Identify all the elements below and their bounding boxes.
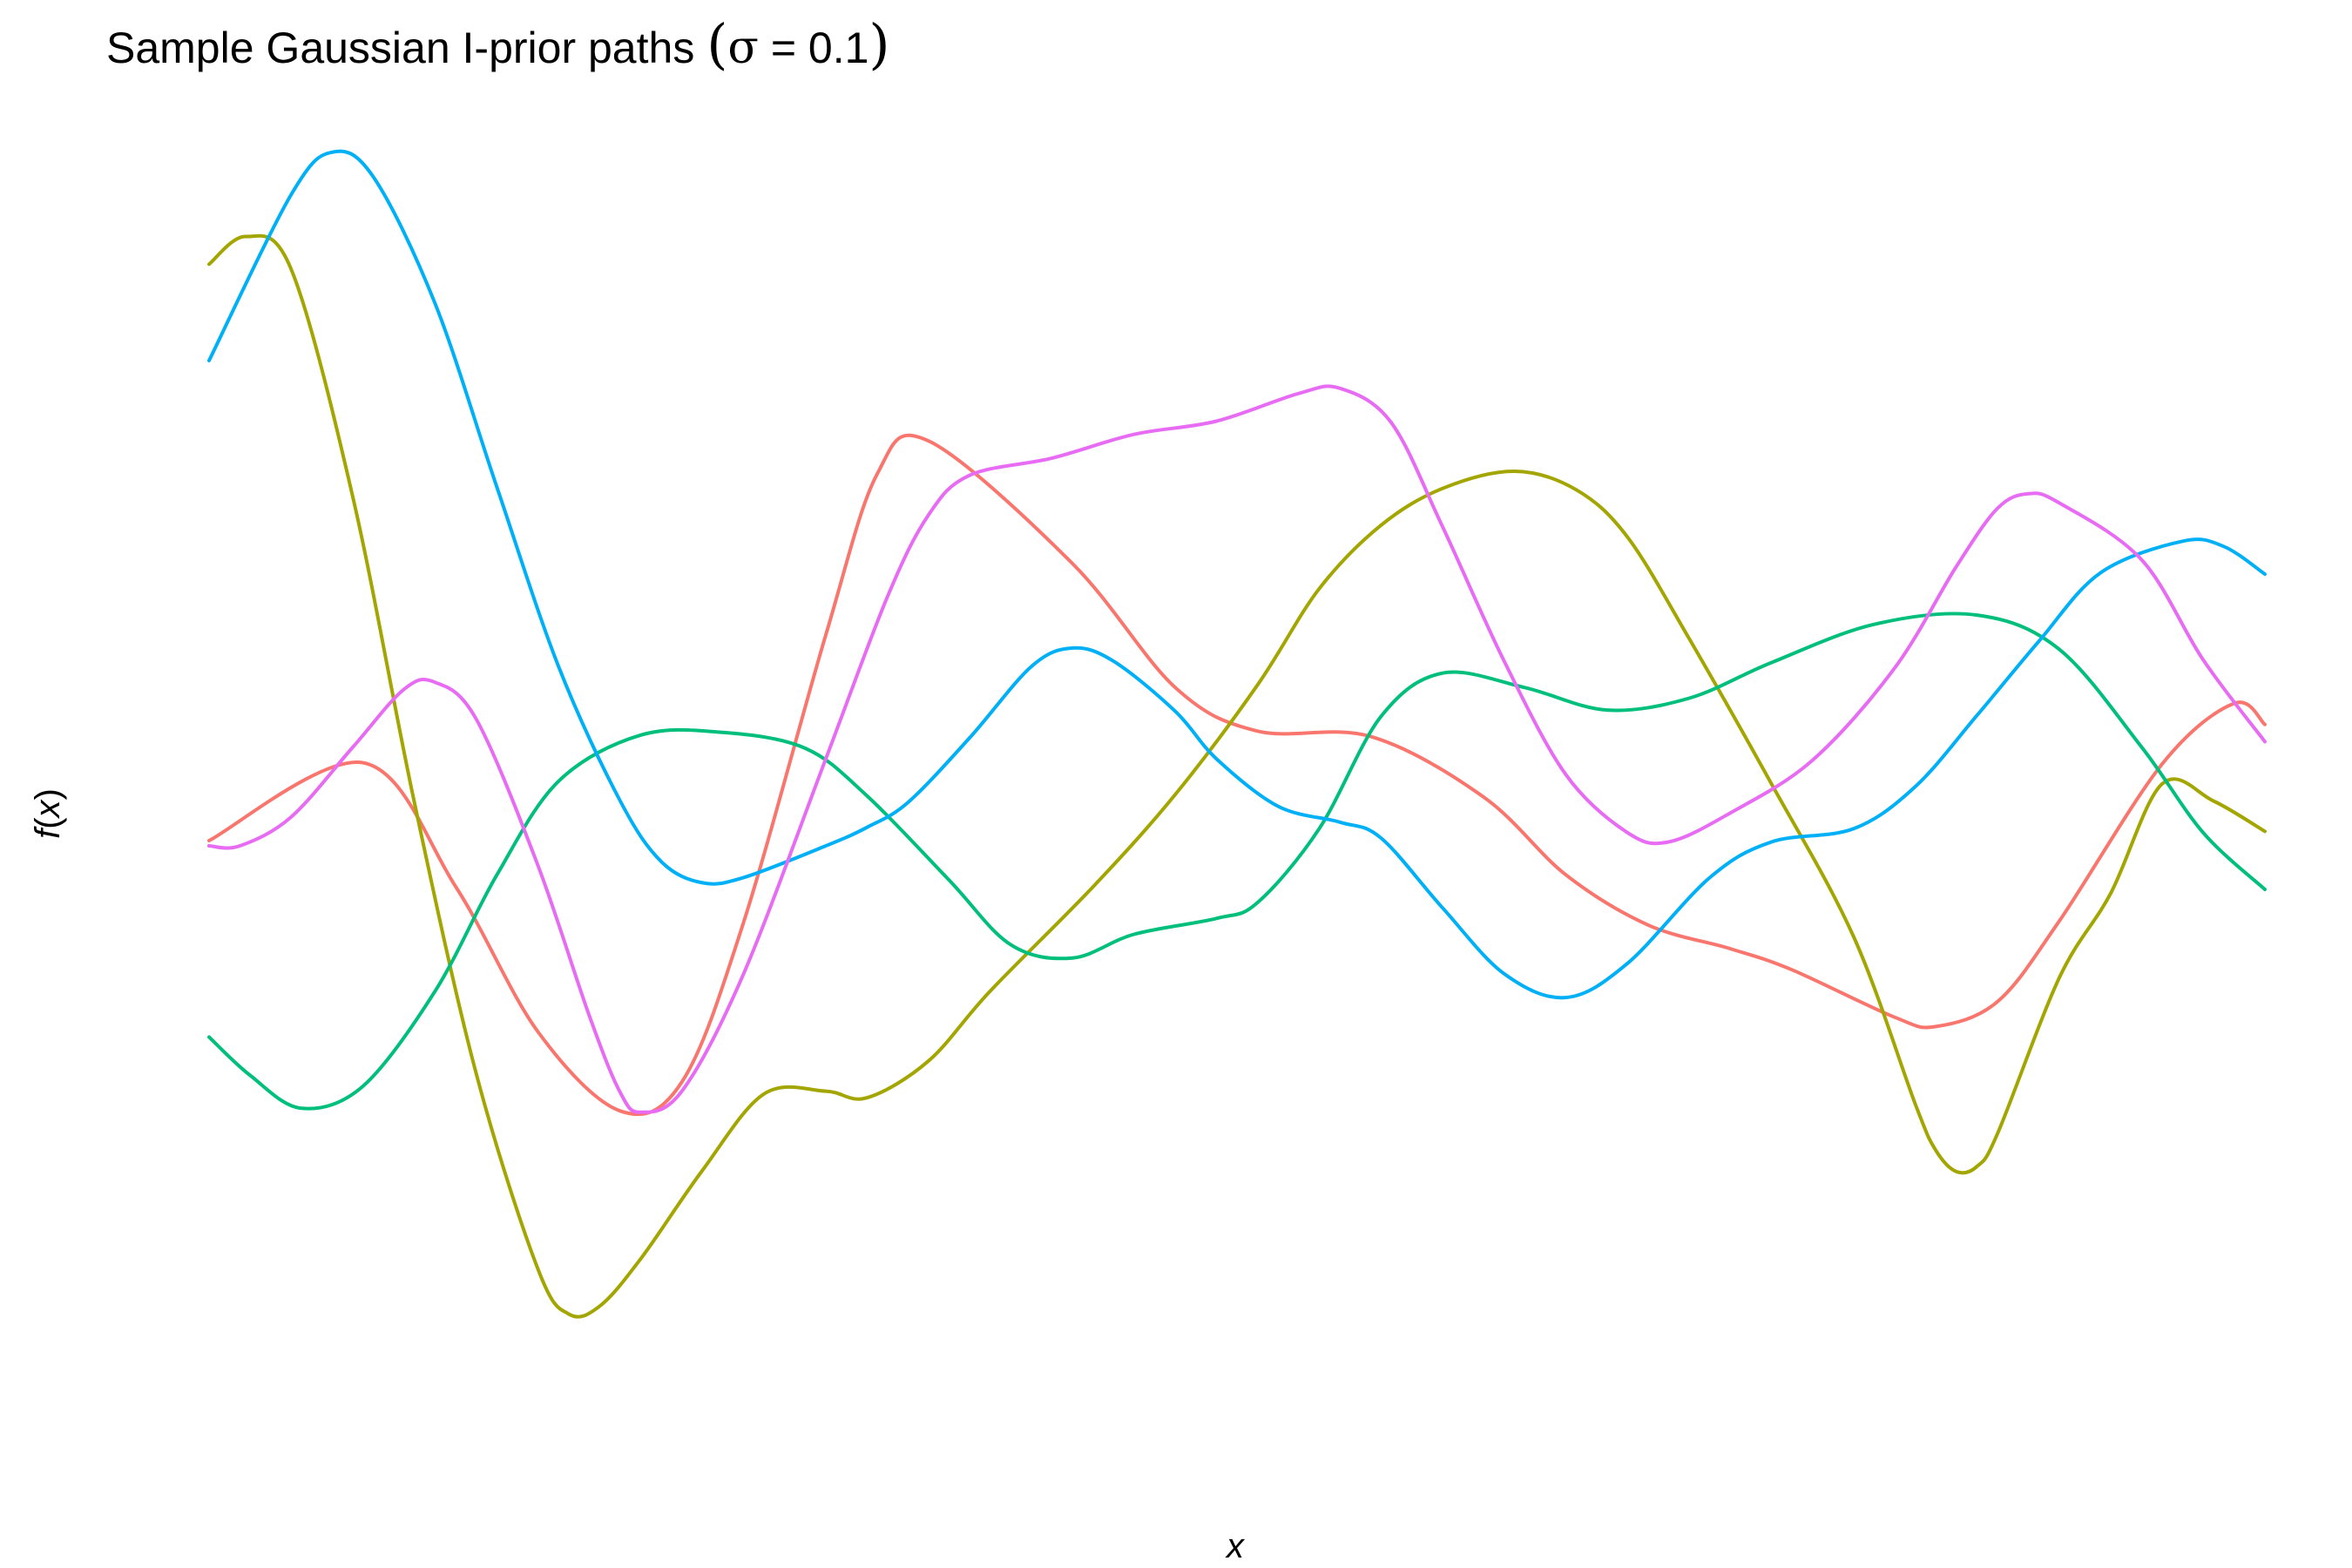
series-line-2 — [207, 233, 2267, 1319]
chart-title-close-paren: ) — [868, 12, 889, 76]
series-line-1 — [207, 433, 2267, 1117]
series-line-5 — [207, 384, 2267, 1114]
y-axis-label-close: ) — [29, 788, 67, 800]
chart-title-sigma: σ — [727, 22, 759, 74]
chart-title-open-paren: ( — [706, 12, 727, 76]
series-line-4 — [207, 149, 2267, 1000]
plot-area — [207, 149, 2267, 1319]
x-axis-label: x — [1225, 1527, 1246, 1565]
y-axis-label-open: ( — [29, 817, 67, 829]
y-axis-label: f(x) — [29, 788, 67, 839]
y-axis-label-x: x — [29, 798, 67, 819]
chart-title: Sample Gaussian I-prior paths (σ = 0.1) — [106, 12, 890, 76]
chart-title-prefix: Sample Gaussian I-prior paths — [106, 24, 706, 72]
chart-title-suffix: = 0.1 — [759, 24, 869, 72]
series-line-3 — [207, 612, 2267, 1111]
